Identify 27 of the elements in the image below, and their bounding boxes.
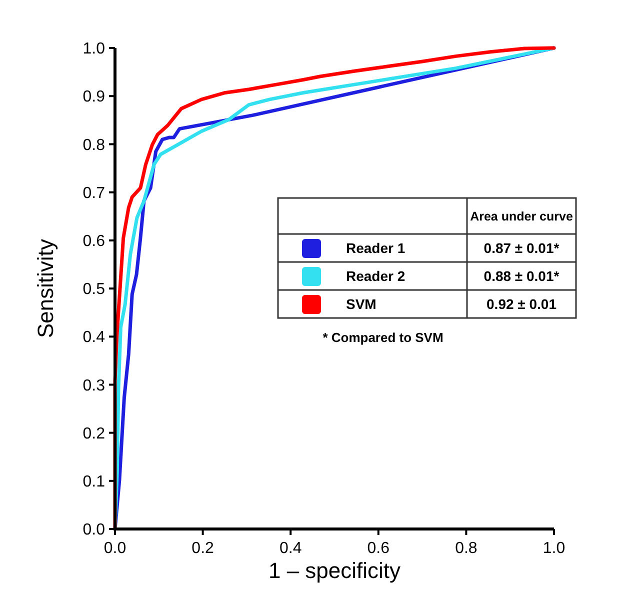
- y-tick-label: 0.3: [82, 377, 106, 394]
- annotation: 0.87 ± 0.01*: [484, 240, 560, 256]
- x-tick-label: 0.6: [367, 540, 390, 557]
- legend-label: Reader 1: [346, 240, 406, 256]
- y-tick-label: 0.5: [82, 281, 106, 298]
- x-tick-label: 0.4: [279, 540, 302, 557]
- y-tick-label: 0.7: [82, 184, 106, 202]
- y-tick-label: 1.0: [82, 40, 106, 58]
- annotation: 0.92 ± 0.01: [486, 296, 557, 312]
- y-tick-label: 0.9: [82, 88, 106, 106]
- x-tick-label: 0.2: [192, 540, 214, 557]
- y-tick-label: 0.4: [82, 329, 106, 346]
- x-tick-label: 1.0: [542, 540, 566, 557]
- x-axis-title: 1 – specificity: [268, 558, 401, 583]
- y-tick-label: 0.1: [82, 474, 106, 490]
- y-tick-label: 0.0: [82, 522, 106, 539]
- y-tick-label: 0.2: [82, 425, 106, 442]
- annotation: Area under curve: [470, 209, 573, 224]
- annotation: 0.88 ± 0.01*: [484, 268, 560, 284]
- x-tick-label: 0.0: [104, 540, 126, 557]
- annotation: * Compared to SVM: [322, 330, 444, 345]
- y-axis-title: Sensitivity: [33, 238, 58, 338]
- x-tick-label: 0.8: [455, 540, 478, 557]
- y-tick-label: 0.8: [82, 136, 106, 154]
- y-tick-label: 0.6: [82, 233, 106, 250]
- legend-label: SVM: [346, 296, 376, 312]
- legend-label: Reader 2: [346, 268, 406, 284]
